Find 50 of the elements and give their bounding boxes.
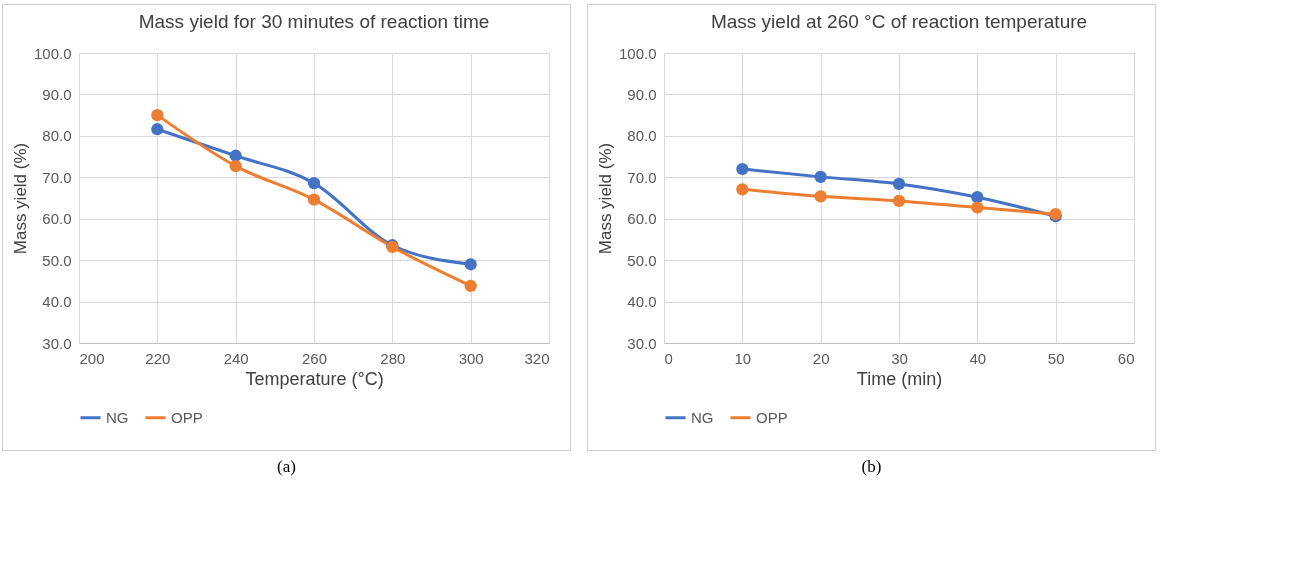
y-tick-label: 40.0 bbox=[42, 293, 72, 311]
point bbox=[814, 190, 827, 203]
y-tick-label: 90.0 bbox=[627, 85, 657, 103]
legend-label: NG bbox=[106, 408, 129, 426]
x-tick-label: 300 bbox=[458, 349, 484, 367]
x-axis-title: Time (min) bbox=[856, 368, 943, 389]
x-tick-label: 220 bbox=[145, 349, 171, 367]
chart-title: Mass yield for 30 minutes of reaction time bbox=[138, 11, 490, 32]
text: (b) bbox=[861, 457, 882, 477]
x-tick-label: 280 bbox=[380, 349, 406, 367]
x-tick-label: 50 bbox=[1047, 349, 1065, 367]
point bbox=[736, 162, 749, 176]
x-tick-label: 320 bbox=[524, 349, 550, 367]
y-tick-label: 100.0 bbox=[33, 44, 72, 62]
y-tick-label: 30.0 bbox=[627, 334, 657, 352]
y-axis-title: Mass yield (%) bbox=[10, 142, 30, 255]
x-tick-label: 40 bbox=[969, 349, 987, 367]
point bbox=[736, 183, 749, 196]
point bbox=[971, 191, 984, 204]
x-tick-label: 200 bbox=[79, 349, 105, 367]
y-tick-label: 60.0 bbox=[627, 210, 657, 228]
legend-label: OPP bbox=[171, 408, 203, 426]
y-tick-label: 80.0 bbox=[627, 127, 657, 145]
text: (a) bbox=[277, 457, 296, 477]
legend-label: NG bbox=[691, 408, 714, 426]
x-tick-label: 30 bbox=[891, 349, 908, 367]
point bbox=[971, 201, 984, 214]
y-tick-label: 70.0 bbox=[42, 168, 72, 186]
y-axis-title: Mass yield (%) bbox=[595, 142, 615, 255]
y-tick-label: 50.0 bbox=[42, 251, 72, 269]
x-tick-label: 60 bbox=[1117, 349, 1135, 367]
x-tick-label: 0 bbox=[664, 349, 673, 367]
x-tick-label: 20 bbox=[812, 349, 830, 367]
y-tick-label: 60.0 bbox=[42, 210, 72, 228]
point bbox=[892, 194, 906, 208]
x-tick-label: 10 bbox=[734, 349, 752, 367]
y-tick-label: 90.0 bbox=[42, 85, 72, 103]
point bbox=[892, 177, 906, 191]
y-tick-label: 40.0 bbox=[627, 293, 657, 311]
x-tick-label: 240 bbox=[223, 349, 249, 367]
y-tick-label: 30.0 bbox=[42, 334, 72, 352]
x-tick-label: 260 bbox=[301, 349, 328, 367]
y-tick-label: 50.0 bbox=[627, 251, 657, 269]
point bbox=[814, 170, 827, 183]
chart-title: Mass yield at 260 °C of reaction temperature bbox=[710, 11, 1088, 32]
x-axis-title: Temperature (°C) bbox=[245, 368, 384, 389]
y-tick-label: 70.0 bbox=[627, 168, 657, 186]
y-tick-label: 100.0 bbox=[618, 44, 657, 62]
y-tick-label: 80.0 bbox=[42, 127, 72, 145]
legend-label: OPP bbox=[756, 408, 788, 426]
